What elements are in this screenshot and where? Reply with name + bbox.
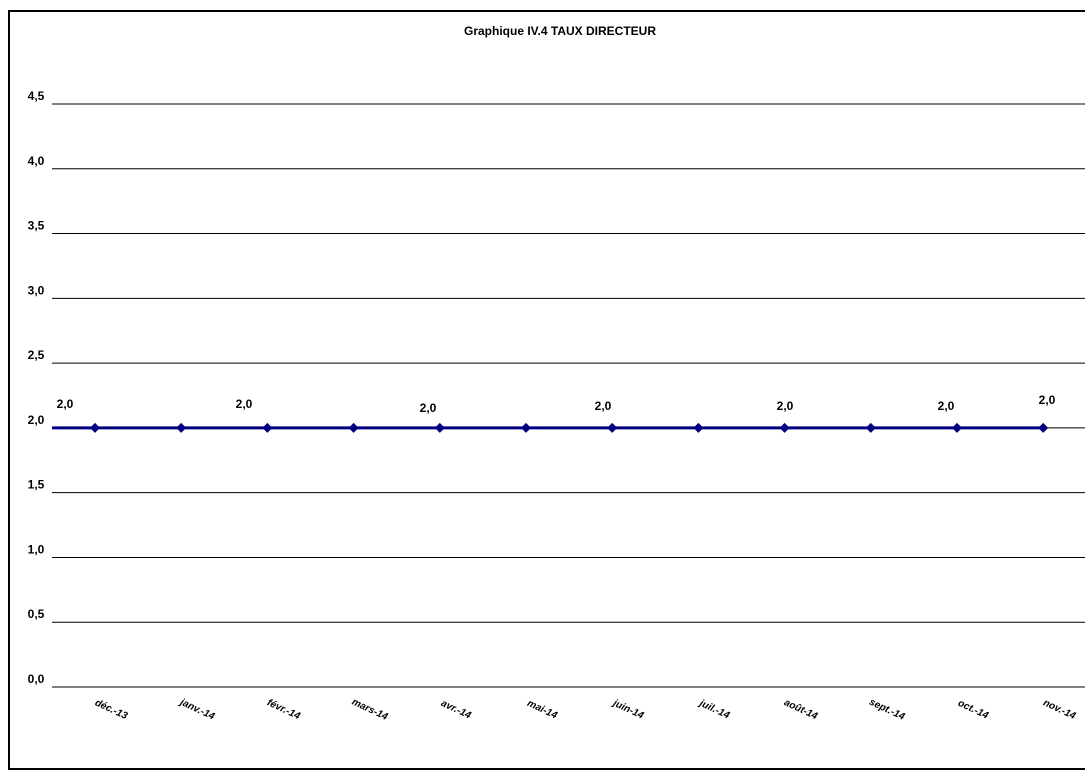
data-point-marker <box>865 422 876 433</box>
x-tick-label: avr.-14 <box>439 698 473 722</box>
data-point-marker <box>348 422 359 433</box>
y-tick-label: 4,5 <box>28 89 45 103</box>
y-tick-label: 0,5 <box>28 607 45 621</box>
x-tick-label: nov.-14 <box>1041 697 1077 722</box>
data-label: 2,0 <box>938 399 955 413</box>
y-tick-label: 0,0 <box>28 672 45 686</box>
data-point-marker <box>434 422 445 433</box>
y-tick-label: 2,0 <box>28 413 45 427</box>
y-tick-label: 3,0 <box>28 283 45 297</box>
data-label: 2,0 <box>595 399 612 413</box>
x-tick-label: mars-14 <box>350 697 390 723</box>
data-label: 2,0 <box>57 397 74 411</box>
data-point-marker <box>607 422 618 433</box>
x-tick-label: août-14 <box>782 697 819 722</box>
chart-title: Graphique IV.4 TAUX DIRECTEUR <box>463 24 657 38</box>
y-tick-label: 1,5 <box>28 478 45 492</box>
data-label: 2,0 <box>420 401 437 415</box>
x-tick-label: sept.-14 <box>867 697 906 723</box>
x-tick-label: déc.-13 <box>93 697 129 722</box>
x-tick-label: févr.-14 <box>265 697 302 722</box>
data-point-marker <box>952 422 962 433</box>
y-tick-label: 4,0 <box>28 154 45 168</box>
data-point-marker <box>693 422 704 433</box>
y-tick-label: 3,5 <box>28 219 45 233</box>
x-tick-label: juil.-14 <box>696 697 732 721</box>
data-point-marker <box>90 422 100 433</box>
data-point-marker <box>262 422 273 433</box>
y-tick-label: 2,5 <box>28 348 45 362</box>
x-tick-label: oct.-14 <box>956 698 990 722</box>
data-point-marker <box>1038 422 1049 433</box>
chart-frame <box>8 10 1085 770</box>
data-label: 2,0 <box>236 397 253 411</box>
x-tick-label: juin-14 <box>610 697 646 722</box>
data-label: 2,0 <box>1039 393 1056 407</box>
x-tick-label: janv.-14 <box>176 696 216 723</box>
x-tick-label: mai-14 <box>525 698 559 722</box>
y-tick-label: 1,0 <box>28 542 45 556</box>
data-label: 2,0 <box>777 399 794 413</box>
data-point-marker <box>176 422 187 433</box>
data-point-marker <box>521 422 531 433</box>
data-point-marker <box>779 422 790 433</box>
